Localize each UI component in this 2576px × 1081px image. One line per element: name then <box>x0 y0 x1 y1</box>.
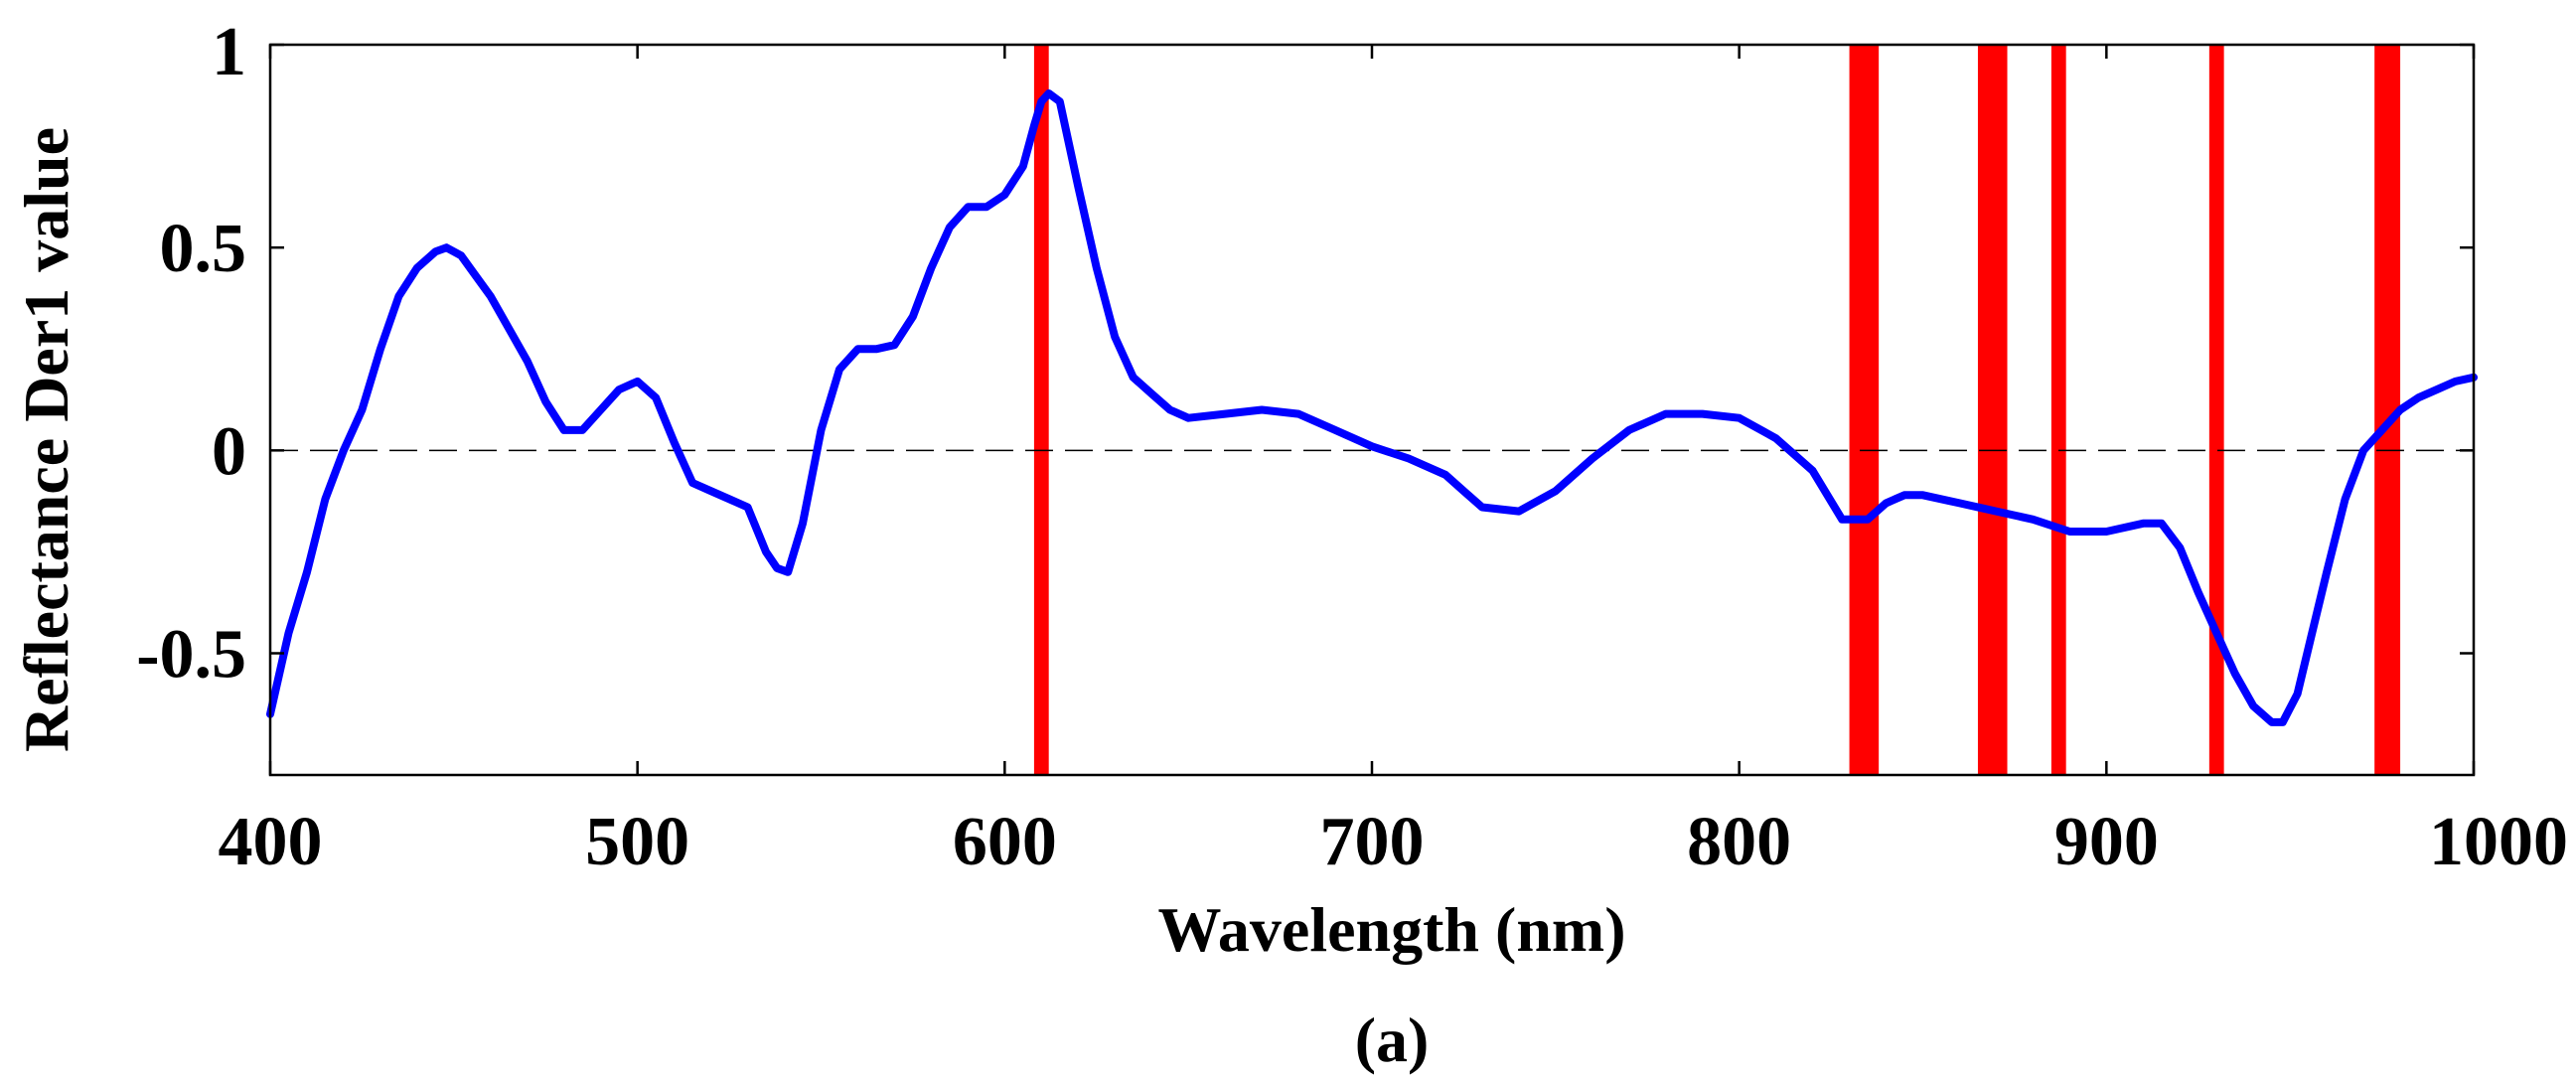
band-5 <box>2208 45 2224 775</box>
y-axis-title: Reflectance Der1 value <box>11 127 81 752</box>
x-tick-labels: 400 500 600 700 800 900 1000 <box>219 804 2569 880</box>
x-tick-label-400: 400 <box>219 804 323 880</box>
plot-frame <box>268 43 2476 777</box>
x-tick-label-900: 900 <box>2054 804 2159 880</box>
x-tick-label-500: 500 <box>585 804 689 880</box>
band-1 <box>1033 45 1049 775</box>
y-tick-label--0.5: -0.5 <box>136 617 246 694</box>
y-tick-label-0: 0 <box>212 413 246 490</box>
x-tick-label-800: 800 <box>1687 804 1791 880</box>
band-4 <box>2050 45 2066 775</box>
band-3 <box>1977 45 2008 775</box>
y-tick-label-0.5: 0.5 <box>160 211 247 287</box>
band-2 <box>1849 45 1880 775</box>
x-tick-label-1000: 1000 <box>2429 804 2568 880</box>
y-tick-labels: -0.5 0 0.5 1 <box>136 14 246 694</box>
x-axis-title: Wavelength (nm) <box>1157 894 1625 965</box>
x-tick-label-700: 700 <box>1320 804 1425 880</box>
figure-caption: (a) <box>1355 1004 1430 1075</box>
x-tick-label-600: 600 <box>953 804 1057 880</box>
y-tick-label-1: 1 <box>212 14 246 90</box>
series-line-der1 <box>266 89 2478 726</box>
